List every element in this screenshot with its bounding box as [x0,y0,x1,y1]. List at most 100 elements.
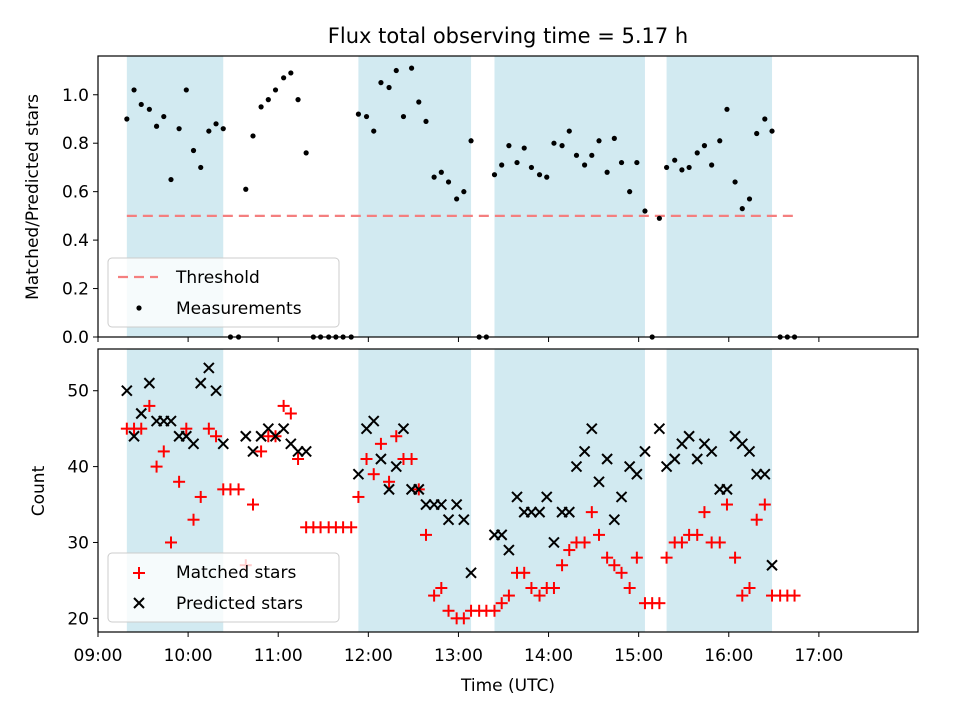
bottom-xtick-label: 15:00 [614,646,663,666]
legend-predicted-label: Predicted stars [176,594,303,614]
bottom-ytick-label: 50 [67,382,89,402]
measurement-point [400,113,407,120]
measurement-point [431,174,437,180]
measurement-point [762,116,768,122]
predicted-star-point [397,422,410,435]
measurement-point [694,150,700,156]
top-panel: 0.0 0.2 0.4 0.6 0.8 1.0 Matched/Predicted sta… [23,55,919,348]
matched-star-point [150,460,163,473]
matched-star-point [608,559,621,572]
matched-star-point [623,581,636,594]
measurement-point [717,138,723,144]
matched-star-point [210,430,223,443]
predicted-star-point [548,536,560,549]
matched-star-point [736,589,749,602]
measurement-point [506,143,512,149]
legend-matched-swatch [133,567,145,579]
matched-star-point [157,445,170,458]
bottom-observing-window [494,349,645,632]
predicted-star-point [683,430,695,442]
predicted-star-point [300,445,312,458]
matched-star-point [495,597,508,610]
measurement-point [461,189,467,195]
matched-star-point [547,581,560,594]
measurement-point [250,133,256,139]
predicted-star-point [121,385,133,397]
predicted-star-point [563,506,575,518]
bottom-panel: 20 30 40 50 09:00 10:00 11:00 12:00 13:00 14:00 1… [29,348,919,696]
measurement-point [732,179,738,185]
measurement-point [672,157,678,163]
predicted-star-point [450,498,463,511]
measurement-point [604,169,610,175]
bottom-xtick-label: 13:00 [434,646,483,666]
measurement-point [634,159,640,166]
measurement-point [386,84,392,91]
predicted-star-point [533,506,546,518]
measurement-point [468,138,474,144]
measurement-point [265,97,271,103]
x-axis-label: Time (UTC) [460,676,555,696]
measurement-point [491,172,498,178]
predicted-star-point [541,491,553,503]
measurement-point [627,189,633,195]
matched-star-point [143,399,156,412]
predicted-star-point [511,491,523,503]
measurement-point [499,162,505,168]
predicted-star-point [458,514,470,526]
measurement-point [438,169,444,175]
predicted-star-point [668,453,681,465]
predicted-star-point [435,498,448,511]
matched-star-point [578,536,591,549]
measurement-point [295,97,301,103]
top-observing-window [666,56,773,337]
predicted-star-point [247,445,259,458]
predicted-star-point [203,362,215,374]
matched-star-point [525,581,538,594]
bottom-xtick-label: 17:00 [794,646,843,666]
predicted-star-point [240,430,252,442]
predicted-star-point [187,438,200,450]
measurement-point [754,130,760,137]
matched-star-point [556,559,569,572]
matched-star-point [173,475,186,488]
bottom-ytick-label: 30 [67,533,89,553]
measurement-point [190,147,197,154]
predicted-star-point [135,407,147,420]
matched-star-point [442,604,455,617]
matched-star-point [284,407,297,420]
measurement-point [663,164,670,171]
measurement-point [746,196,753,202]
measurement-point [153,123,160,129]
predicted-star-point [277,422,290,435]
measurement-point [514,159,520,166]
predicted-star-point [525,506,538,518]
predicted-star-point [750,468,763,480]
matched-star-point [533,589,546,602]
predicted-star-point [128,430,140,442]
matched-star-point [615,566,628,579]
matched-star-point [675,536,688,549]
predicted-star-point [503,544,515,556]
matched-star-point [630,551,643,564]
measurement-point [146,106,152,112]
matched-star-point [164,536,177,549]
matched-star-point [135,422,148,435]
predicted-star-point [570,460,583,473]
matched-star-point [405,453,418,466]
bottom-legend: Matched stars Predicted stars [107,552,340,623]
matched-star-point [255,445,268,458]
predicted-star-point [165,415,177,427]
matched-star-point [758,498,771,511]
bottom-plot-frame [97,348,919,633]
predicted-star-point [691,453,703,465]
predicted-star-point [721,483,733,496]
measurement-point [272,87,279,93]
measurement-point [183,87,189,93]
measurement-point [213,121,219,127]
matched-star-point [435,581,448,594]
measurement-point [176,126,182,132]
predicted-star-point [608,514,621,526]
bottom-xtick-label: 16:00 [704,646,753,666]
